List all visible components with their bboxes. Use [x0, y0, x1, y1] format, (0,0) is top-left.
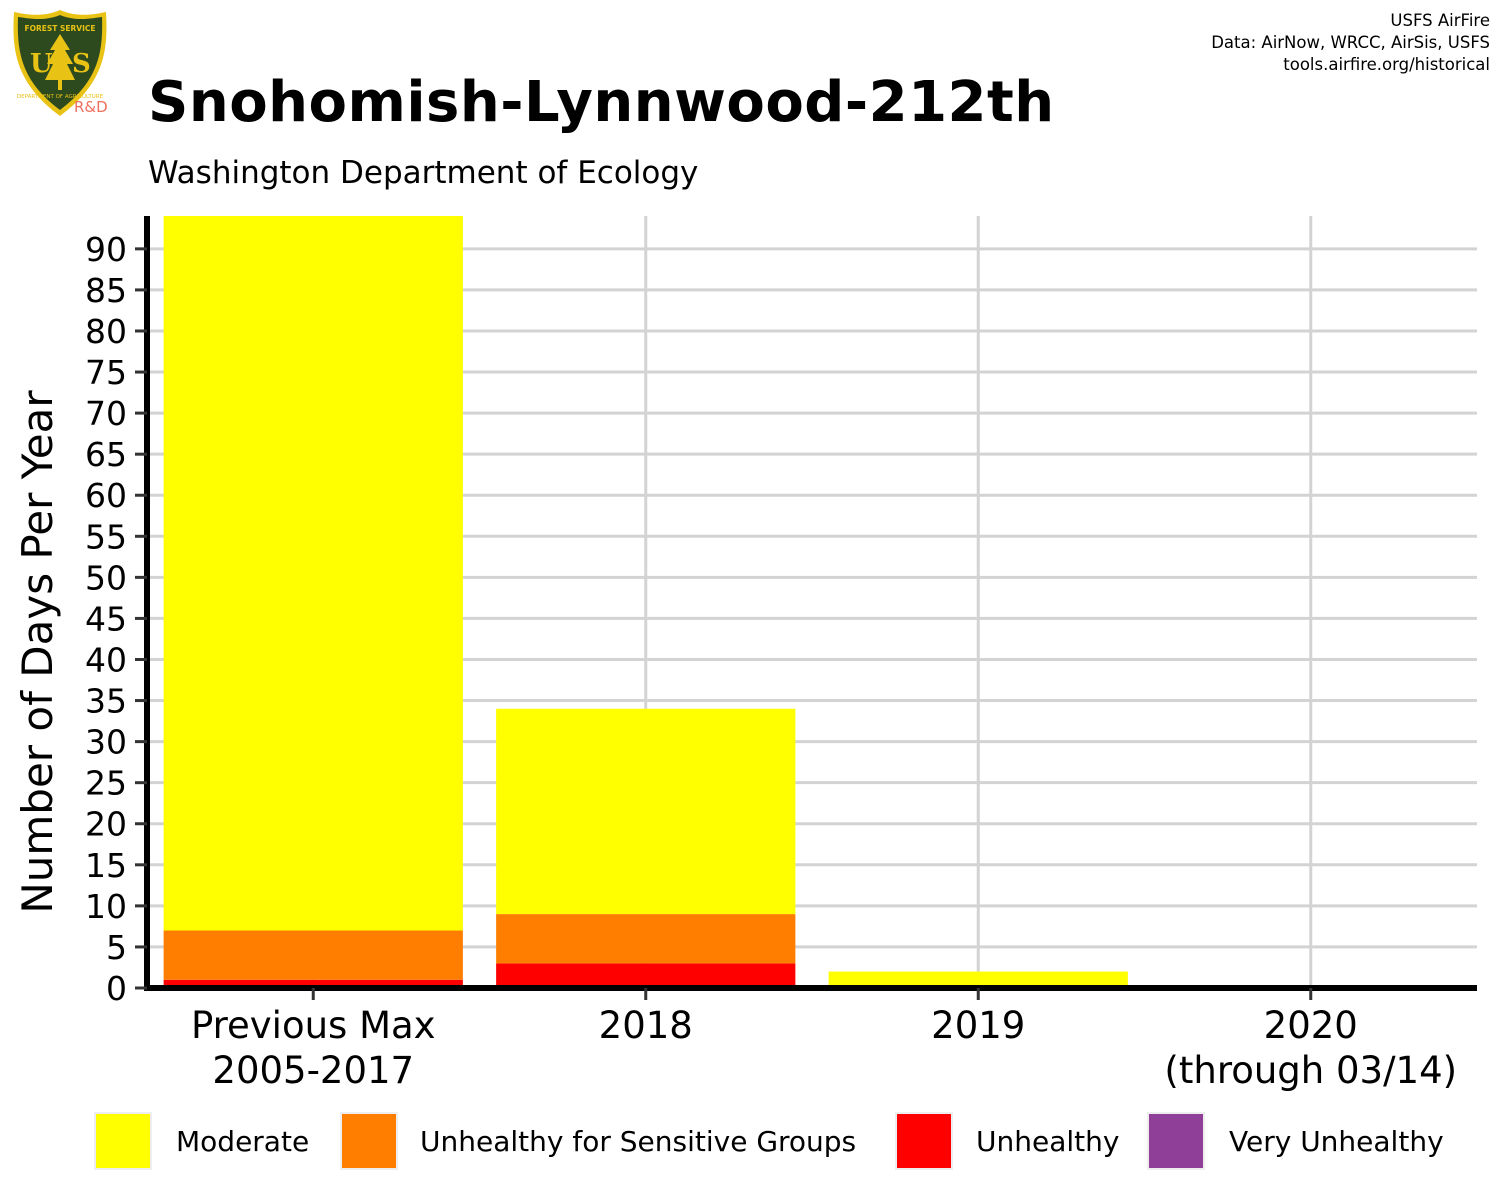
y-tick-label: 35 [85, 682, 127, 721]
legend-swatch-unhealthy [895, 1112, 953, 1170]
y-tick-label: 60 [85, 476, 127, 515]
x-tick-label: 2020 [1264, 1004, 1358, 1047]
chart-subtitle: Washington Department of Ecology [148, 155, 699, 191]
y-tick-label: 55 [85, 517, 127, 556]
y-tick-label: 80 [85, 312, 127, 351]
y-tick-label: 70 [85, 394, 127, 433]
y-tick-label: 85 [85, 271, 127, 310]
svg-text:DEPARTMENT OF AGRICULTURE: DEPARTMENT OF AGRICULTURE [17, 94, 104, 100]
bar-moderate [163, 216, 463, 931]
x-tick-label: 2005-2017 [212, 1049, 414, 1092]
x-tick-label: Previous Max [191, 1004, 436, 1047]
y-tick-label: 15 [85, 846, 127, 885]
y-tick-label: 40 [85, 640, 127, 679]
bar-unhealthy-for-sensitive-groups [163, 930, 463, 980]
y-tick-label: 90 [85, 230, 127, 269]
x-tick-label: 2018 [599, 1004, 693, 1047]
legend-label: Moderate [176, 1125, 309, 1158]
legend-swatch-moderate [94, 1112, 152, 1170]
legend-swatch-unhealthy-for-sensitive-groups [340, 1112, 398, 1170]
y-tick-label: 45 [85, 599, 127, 638]
bar-unhealthy [163, 979, 463, 988]
y-tick-label: 25 [85, 764, 127, 803]
legend-swatch-very-unhealthy [1147, 1112, 1205, 1170]
bar-unhealthy [496, 963, 796, 988]
legend-label: Unhealthy [976, 1125, 1119, 1158]
credit-line-1: USFS AirFire [1390, 11, 1490, 30]
credit-line-3: tools.airfire.org/historical [1283, 55, 1490, 74]
y-tick-label: 75 [85, 353, 127, 392]
y-axis-title: Number of Days Per Year [13, 390, 62, 914]
legend-label: Unhealthy for Sensitive Groups [420, 1125, 856, 1158]
x-tick-label: (through 03/14) [1164, 1049, 1457, 1092]
y-tick-label: 10 [85, 887, 127, 926]
svg-text:U: U [30, 49, 53, 79]
rd-label: R&D [74, 98, 108, 116]
credits: USFS AirFire Data: AirNow, WRCC, AirSis,… [1211, 10, 1490, 76]
y-tick-label: 65 [85, 435, 127, 474]
bar-moderate [828, 971, 1128, 988]
x-tick-label: 2019 [931, 1004, 1025, 1047]
bar-moderate [496, 708, 796, 915]
y-tick-label: 50 [85, 558, 127, 597]
credit-line-2: Data: AirNow, WRCC, AirSis, USFS [1211, 33, 1490, 52]
usfs-logo: FOREST SERVICE U S DEPARTMENT OF AGRICUL… [8, 8, 112, 120]
legend-label: Very Unhealthy [1229, 1125, 1444, 1158]
chart-title: Snohomish-Lynnwood-212th [148, 70, 1055, 135]
y-tick-label: 0 [106, 969, 127, 1008]
y-tick-label: 5 [106, 928, 127, 967]
y-tick-label: 30 [85, 723, 127, 762]
svg-text:FOREST SERVICE: FOREST SERVICE [24, 24, 95, 33]
y-tick-label: 20 [85, 805, 127, 844]
bar-unhealthy-for-sensitive-groups [496, 914, 796, 964]
svg-text:S: S [72, 49, 91, 79]
